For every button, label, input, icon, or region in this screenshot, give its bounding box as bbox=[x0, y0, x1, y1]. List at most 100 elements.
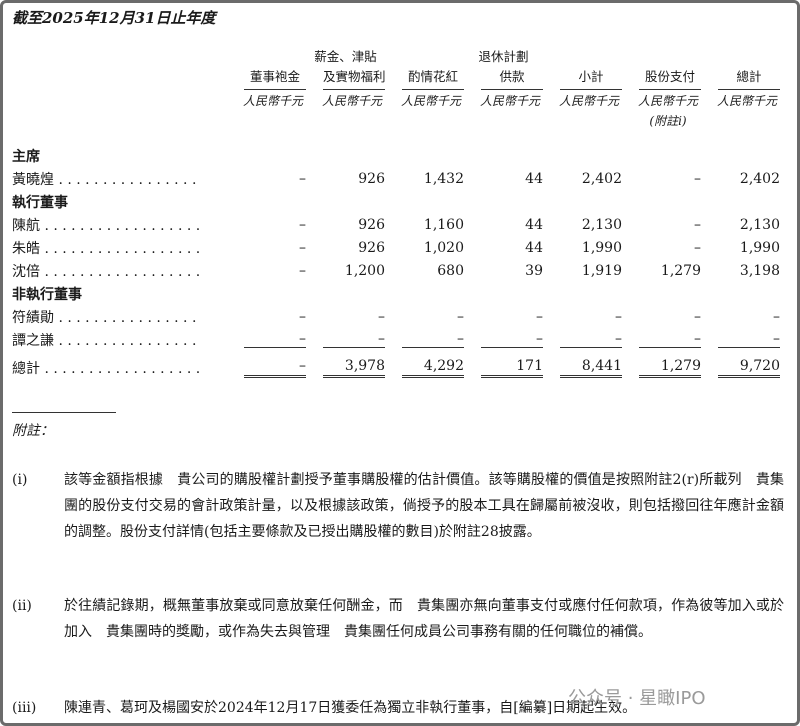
table-row: 譚之謙 . . . . . . . . . . . . . . . . – – – – –… bbox=[12, 328, 780, 351]
table-title: 截至2025年12月31日止年度 bbox=[12, 9, 216, 27]
cell-value: 1,990 bbox=[739, 239, 780, 256]
unit-label: 人民幣千元 bbox=[637, 93, 698, 108]
cell-value: 1,020 bbox=[423, 239, 464, 256]
cell-value: 1,432 bbox=[423, 170, 464, 187]
column-header-line1 bbox=[622, 44, 701, 67]
section-heading: 執行董事 bbox=[12, 194, 68, 211]
cell-value: – bbox=[694, 239, 701, 256]
column-header-label: 及實物福利 bbox=[323, 67, 386, 90]
column-header-line1: 退休計劃 bbox=[478, 49, 529, 64]
column-header-line1: 薪金、津貼 bbox=[314, 49, 377, 64]
unit-label: 人民幣千元 bbox=[400, 93, 461, 108]
cell-value: 39 bbox=[525, 262, 543, 279]
cell-value: 1,990 bbox=[581, 239, 622, 256]
row-label: 朱皓 . . . . . . . . . . . . . . . . . . bbox=[12, 240, 201, 257]
cell-value: – bbox=[457, 308, 464, 325]
unit-note-row: (附註i) bbox=[12, 110, 780, 130]
table-row: 陳航 . . . . . . . . . . . . . . . . . . – 9… bbox=[12, 213, 780, 236]
column-note: (附註i) bbox=[649, 113, 687, 128]
cell-value: – bbox=[323, 331, 385, 348]
cell-value: 4,292 bbox=[402, 358, 464, 378]
cell-value: 1,279 bbox=[660, 262, 701, 279]
row-label: 符績勛 . . . . . . . . . . . . . . . . bbox=[12, 309, 197, 326]
cell-value: 2,130 bbox=[739, 216, 780, 233]
cell-value: – bbox=[718, 331, 780, 348]
cell-value: – bbox=[694, 216, 701, 233]
footnote-divider bbox=[12, 412, 116, 413]
column-header-label: 股份支付 bbox=[639, 67, 701, 90]
cell-value: – bbox=[694, 170, 701, 187]
footnote-marker: (iii) bbox=[12, 700, 37, 716]
cell-value: 2,402 bbox=[581, 170, 622, 187]
cell-value: – bbox=[536, 308, 543, 325]
cell-value: – bbox=[694, 308, 701, 325]
cell-value: – bbox=[299, 239, 306, 256]
footnote-label: 附註： bbox=[12, 423, 54, 439]
section-heading-row: 非執行董事 bbox=[12, 282, 780, 305]
unit-label: 人民幣千元 bbox=[558, 93, 619, 108]
column-header: 總計 bbox=[701, 67, 780, 90]
cell-value: – bbox=[773, 308, 780, 325]
column-header-line1 bbox=[543, 44, 622, 67]
table-row: 符績勛 . . . . . . . . . . . . . . . . – – – – –… bbox=[12, 305, 780, 328]
column-header: 股份支付 bbox=[622, 67, 701, 90]
unit-label: 人民幣千元 bbox=[716, 93, 777, 108]
column-header-line1 bbox=[385, 44, 464, 67]
cell-value: – bbox=[299, 308, 306, 325]
header-row-1: 薪金、津貼 退休計劃 bbox=[12, 44, 780, 67]
column-header-label: 董事袍金 bbox=[244, 67, 306, 90]
cell-value: 171 bbox=[481, 358, 543, 378]
cell-value: – bbox=[560, 331, 622, 348]
footnote-marker: (ii) bbox=[12, 598, 32, 614]
footnote-text: 於往績記錄期，概無董事放棄或同意放棄任何酬金，而 貴集團亦無向董事支付或應付任何… bbox=[64, 598, 784, 640]
column-header-label: 小計 bbox=[560, 67, 622, 90]
cell-value: 3,978 bbox=[323, 358, 385, 378]
unit-label: 人民幣千元 bbox=[242, 93, 303, 108]
section-heading-row: 主席 bbox=[12, 144, 780, 167]
unit-row: 人民幣千元 人民幣千元 人民幣千元 人民幣千元 人民幣千元 人民幣千元 人民幣千元 bbox=[12, 90, 780, 110]
table-row: 沈倍 . . . . . . . . . . . . . . . . . . – 1… bbox=[12, 259, 780, 282]
total-row: 總計 . . . . . . . . . . . . . . . . . . –3… bbox=[12, 356, 780, 379]
cell-value: 8,441 bbox=[560, 358, 622, 378]
cell-value: – bbox=[402, 331, 464, 348]
cell-value: 2,402 bbox=[739, 170, 780, 187]
row-label: 黃曉煌 . . . . . . . . . . . . . . . . bbox=[12, 171, 197, 188]
cell-value: – bbox=[481, 331, 543, 348]
column-header-label: 供款 bbox=[481, 67, 543, 90]
cell-value: – bbox=[244, 358, 306, 378]
footnote-text: 該等金額指根據 貴公司的購股權計劃授予董事購股權的估計價值。該等購股權的價值是按… bbox=[64, 472, 784, 540]
unit-label: 人民幣千元 bbox=[479, 93, 540, 108]
cell-value: 1,919 bbox=[581, 262, 622, 279]
row-label: 譚之謙 . . . . . . . . . . . . . . . . bbox=[12, 332, 197, 349]
cell-value: – bbox=[615, 308, 622, 325]
cell-value: 1,200 bbox=[344, 262, 385, 279]
column-header-label: 總計 bbox=[718, 67, 780, 90]
column-header: 小計 bbox=[543, 67, 622, 90]
column-header-line1 bbox=[701, 44, 780, 67]
cell-value: – bbox=[639, 331, 701, 348]
row-label: 陳航 . . . . . . . . . . . . . . . . . . bbox=[12, 217, 201, 234]
cell-value: 44 bbox=[525, 216, 543, 233]
watermark: 公众号 · 星瞰IPO bbox=[568, 688, 706, 709]
cell-value: 44 bbox=[525, 239, 543, 256]
cell-value: – bbox=[299, 216, 306, 233]
cell-value: – bbox=[378, 308, 385, 325]
table-row: 黃曉煌 . . . . . . . . . . . . . . . . – 926 1… bbox=[12, 167, 780, 190]
column-header-line1 bbox=[227, 44, 306, 67]
cell-value: 926 bbox=[358, 239, 385, 256]
header-row-2: 董事袍金 及實物福利 酌情花紅 供款 小計 股份支付 總計 bbox=[12, 67, 780, 90]
footnote-text: 陳連青、葛珂及楊國安於2024年12月17日獲委任為獨立非執行董事，自[編纂]日… bbox=[64, 700, 637, 716]
column-header: 及實物福利 bbox=[306, 67, 386, 90]
cell-value: – bbox=[299, 262, 306, 279]
cell-value: 2,130 bbox=[581, 216, 622, 233]
column-header: 供款 bbox=[464, 67, 543, 90]
cell-value: 1,279 bbox=[639, 358, 701, 378]
footnote-marker: (i) bbox=[12, 472, 28, 488]
cell-value: – bbox=[299, 170, 306, 187]
cell-value: 680 bbox=[437, 262, 464, 279]
section-heading-row: 執行董事 bbox=[12, 190, 780, 213]
cell-value: – bbox=[244, 331, 306, 348]
cell-value: 3,198 bbox=[739, 262, 780, 279]
row-label: 沈倍 . . . . . . . . . . . . . . . . . . bbox=[12, 263, 201, 280]
